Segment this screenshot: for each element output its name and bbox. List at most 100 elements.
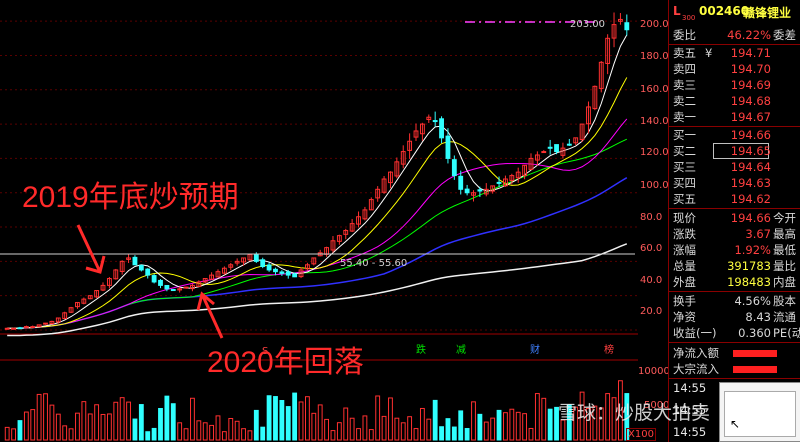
fund-label: 换手	[673, 294, 696, 308]
event-finance[interactable]: 财	[530, 343, 540, 356]
bid-label: 买二	[673, 144, 696, 158]
mini-window[interactable]: ↖	[719, 382, 800, 442]
volume-bar	[11, 428, 16, 441]
candle-body	[106, 278, 112, 286]
volume-bar	[266, 395, 272, 441]
candle-body	[432, 120, 438, 123]
candle-body	[30, 326, 36, 329]
stock-code[interactable]: 002460	[699, 4, 750, 18]
kline-chart[interactable]: 55.40 - 55.60 203.00 S 跌 减 财 榜	[0, 0, 638, 442]
candlesticks	[4, 12, 630, 330]
bid-row[interactable]: 买四 194.63	[669, 175, 800, 191]
ratio-label: 委比	[673, 28, 696, 42]
candle-body	[266, 264, 272, 271]
stock-name[interactable]: 赣锋锂业	[743, 6, 792, 20]
volume-bar	[515, 411, 521, 441]
candle-body	[183, 286, 189, 289]
ask-row[interactable]: 卖二 194.68	[669, 93, 800, 109]
volume-bar	[209, 424, 215, 441]
event-fall[interactable]: 跌	[416, 343, 426, 356]
candle-body	[11, 327, 16, 330]
time-row: 14:55	[669, 380, 800, 396]
candle-body	[190, 284, 195, 290]
ask-row[interactable]: 卖四 194.70	[669, 61, 800, 77]
candle-body	[343, 229, 349, 235]
volume-unit: X100	[626, 428, 656, 441]
ask-row[interactable]: 卖五 ¥ 194.71	[669, 45, 800, 61]
bid-price: 194.62	[730, 192, 771, 206]
ma10-line	[7, 77, 628, 329]
candle-body	[62, 312, 68, 320]
candle-body	[55, 317, 61, 323]
bid-row[interactable]: 买一 194.66	[669, 127, 800, 143]
price-grid	[0, 20, 638, 331]
quote-label: 现价	[673, 211, 696, 225]
volume-bar	[554, 406, 559, 441]
candle-body	[400, 151, 406, 165]
box-range-label: 55.40 - 55.60	[340, 258, 407, 269]
axis-tick: 100.0	[640, 180, 669, 191]
candle-body	[100, 284, 106, 291]
divider	[669, 378, 800, 379]
candle-body	[247, 254, 253, 261]
volume-bar	[106, 413, 112, 441]
candle-body	[503, 178, 508, 187]
volume-bar	[305, 396, 310, 441]
candle-body	[132, 256, 138, 266]
volume-bar	[541, 397, 547, 441]
volume-bar	[221, 431, 227, 441]
event-reduce[interactable]: 减	[456, 344, 466, 356]
candle-body	[388, 171, 393, 184]
candle-body	[87, 295, 93, 300]
volume-bar	[260, 426, 266, 441]
event-list[interactable]: 榜	[604, 343, 614, 356]
volume-bar	[483, 421, 489, 441]
ask-row[interactable]: 卖一 194.67	[669, 109, 800, 125]
candle-body	[81, 298, 87, 304]
candle-body	[285, 271, 291, 276]
volume-bar	[368, 429, 374, 441]
ask-label: 卖四	[673, 62, 696, 76]
volume-bar	[234, 420, 240, 441]
volume-bar	[94, 404, 100, 441]
volume-bar	[579, 391, 585, 441]
quote-label: 总量	[673, 259, 696, 273]
candle-body	[586, 106, 591, 125]
candle-body	[279, 271, 285, 274]
ask-price: 194.68	[730, 94, 771, 108]
candle-body	[253, 253, 259, 262]
volume-bar	[23, 411, 29, 441]
candle-body	[305, 264, 310, 270]
volume-bar	[81, 401, 87, 441]
candle-body	[566, 143, 572, 146]
event-s[interactable]: S	[262, 346, 268, 357]
volume-bar	[324, 418, 329, 441]
volume-bar	[598, 407, 604, 441]
volume-bar	[400, 422, 406, 441]
quote-value: 1.92%	[734, 243, 771, 257]
candle-body	[196, 281, 202, 288]
quote-suffix: 内盘	[773, 275, 796, 289]
volume-bar	[247, 430, 253, 441]
candle-body	[509, 175, 515, 181]
candle-body	[164, 284, 170, 290]
volume-bar	[228, 417, 234, 441]
bid-row[interactable]: 买三 194.64	[669, 159, 800, 175]
volume-bar	[534, 393, 540, 441]
candle-body	[43, 322, 48, 325]
volume-bar	[62, 425, 68, 441]
volume-bar	[68, 428, 74, 441]
volume-bar	[336, 422, 342, 441]
bid-row[interactable]: 买五 194.62	[669, 191, 800, 207]
mini-window-content	[724, 391, 796, 437]
volume-bar	[547, 408, 553, 441]
flow-bar	[733, 350, 777, 357]
candle-body	[138, 264, 144, 271]
candle-body	[592, 85, 598, 110]
axis-tick: 160.0	[640, 84, 669, 95]
ask-row[interactable]: 卖三 194.69	[669, 77, 800, 93]
ask-label: 卖一	[673, 110, 696, 124]
axis-tick: 20.0	[640, 306, 663, 317]
volume-bar	[119, 397, 125, 441]
bid-row[interactable]: 买二 194.65	[669, 143, 800, 159]
